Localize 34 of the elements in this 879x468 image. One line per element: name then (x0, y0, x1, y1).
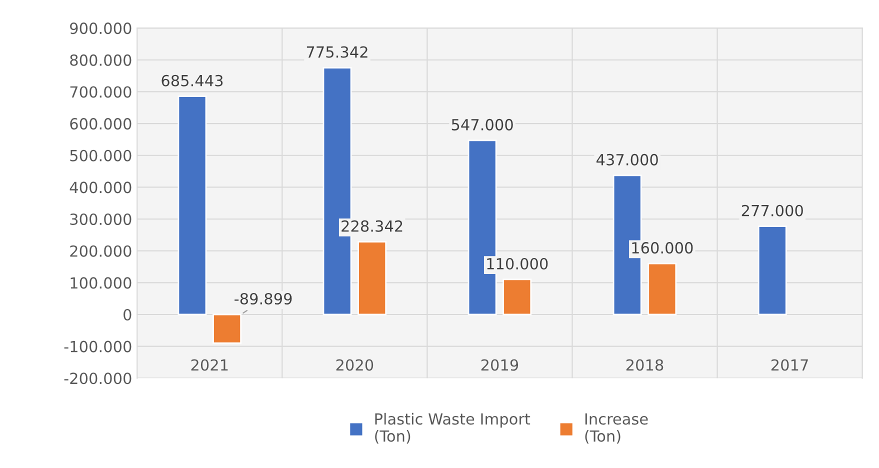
bar (758, 226, 787, 316)
data-label: 277.000 (742, 204, 803, 216)
y-tick-label: 800.000 (70, 54, 132, 66)
data-label: 775.342 (306, 46, 368, 58)
y-tick-label: 900.000 (70, 22, 132, 34)
y-tick-label: -200.000 (64, 372, 132, 384)
x-tick-label: 2020 (336, 359, 374, 371)
y-tick-label: 400.000 (70, 182, 132, 194)
bar (648, 262, 677, 316)
bar (358, 241, 387, 316)
data-label: 228.342 (342, 220, 402, 232)
x-tick-label: 2018 (626, 359, 664, 371)
data-label: 685.443 (162, 74, 223, 86)
data-label: 437.000 (596, 154, 658, 166)
y-tick-label: 100.000 (70, 277, 132, 289)
x-tick-label: 2019 (481, 359, 518, 371)
legend-label: Increase (Ton) (585, 413, 648, 444)
x-tick-label: 2017 (771, 359, 808, 371)
data-label: 160.000 (632, 242, 693, 254)
y-tick-label: 600.000 (70, 118, 132, 130)
y-tick-label: 200.000 (70, 245, 132, 257)
bar (502, 278, 532, 316)
data-label: 547.000 (452, 118, 513, 130)
y-tick-label: -100.000 (64, 340, 132, 352)
bar (212, 314, 242, 344)
data-label: -89.899 (234, 292, 292, 305)
x-tick-label: 2021 (191, 359, 228, 371)
data-label: 110.000 (487, 258, 548, 270)
bar (178, 96, 207, 316)
y-tick-label: 300.000 (70, 213, 132, 226)
y-tick-label: 0 (124, 308, 132, 321)
y-tick-label: 500.000 (70, 150, 132, 162)
legend-label: Plastic Waste Import (Ton) (375, 412, 530, 444)
y-tick-label: 700.000 (70, 86, 132, 98)
